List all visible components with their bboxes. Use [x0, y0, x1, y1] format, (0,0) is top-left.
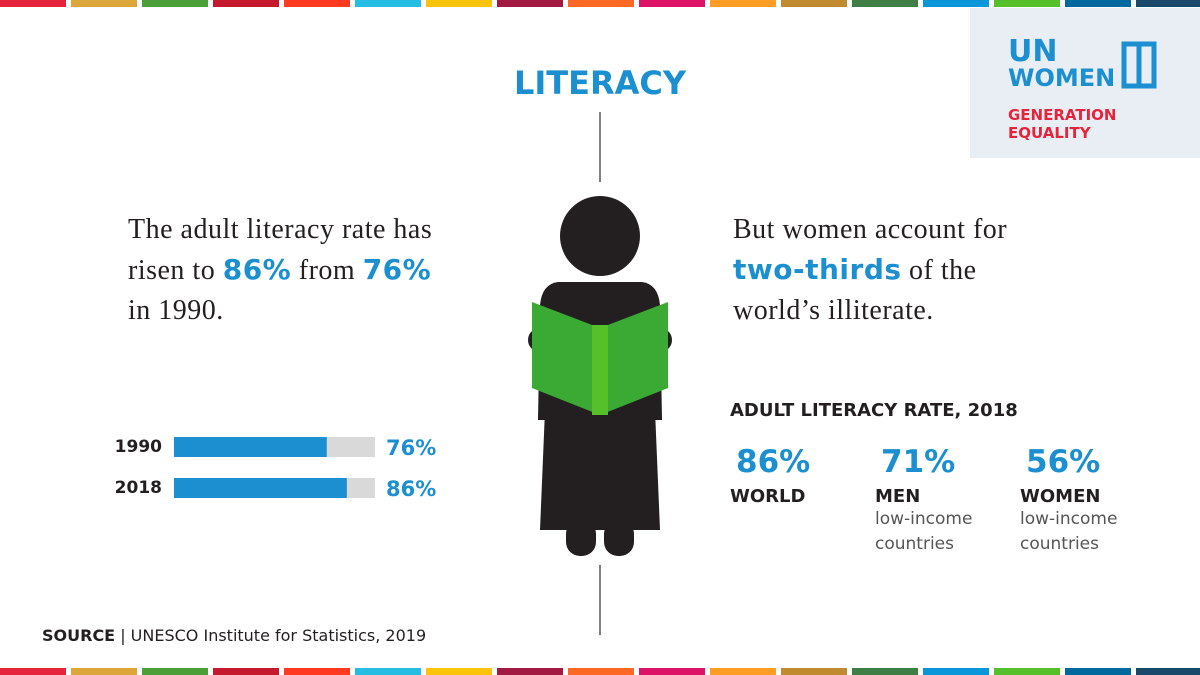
highlight-text: 86%	[222, 253, 292, 286]
stripe	[71, 0, 137, 7]
logo: UN WOMEN GENERATION EQUALITY	[970, 8, 1200, 158]
stripe	[213, 0, 279, 7]
stat: 71% MEN low-income countries	[875, 444, 995, 557]
stripe	[142, 668, 208, 675]
logo-emblem	[1121, 41, 1157, 89]
value-label: 76%	[386, 436, 436, 460]
stat-label: MEN	[875, 486, 921, 507]
left-text: The adult literacy rate has risen to 86%…	[128, 210, 448, 331]
stripe	[1065, 0, 1131, 7]
stripe	[1065, 668, 1131, 675]
stripe	[923, 0, 989, 7]
stripe	[0, 668, 66, 675]
text: in 1990.	[128, 295, 224, 326]
stripe	[71, 668, 137, 675]
stripe	[284, 668, 350, 675]
value-label: 86%	[386, 477, 436, 501]
stripe	[923, 668, 989, 675]
stat-value: 86%	[736, 444, 811, 480]
text: The adult literacy rate has risen to	[128, 214, 433, 286]
stat: 56% WOMEN low-income countries	[1020, 444, 1140, 557]
stat-label: WOMEN	[1020, 486, 1101, 507]
stat-sublabel: low-income countries	[875, 509, 973, 554]
stripe	[1136, 668, 1200, 675]
stripe	[355, 0, 421, 7]
stat-value: 71%	[881, 444, 956, 480]
stat-label: WORLD	[730, 486, 806, 507]
stripe	[426, 668, 492, 675]
stripe	[852, 0, 918, 7]
highlight-text: 76%	[362, 253, 432, 286]
logo-un: UN	[1008, 34, 1058, 69]
text: But women account for	[733, 214, 1008, 245]
stripe	[355, 668, 421, 675]
stripe	[497, 0, 563, 7]
stats-heading: ADULT LITERACY RATE, 2018	[730, 400, 1018, 421]
reading-woman-icon	[528, 196, 672, 556]
stripe	[284, 0, 350, 7]
bar	[174, 478, 347, 498]
stripe	[639, 668, 705, 675]
stripe	[213, 668, 279, 675]
title: LITERACY	[513, 64, 687, 102]
source-text: | UNESCO Institute for Statistics, 2019	[120, 626, 427, 645]
source: SOURCE | UNESCO Institute for Statistics…	[42, 626, 426, 645]
stripe	[852, 668, 918, 675]
stripe	[497, 668, 563, 675]
text: from	[291, 255, 363, 286]
stripe	[568, 0, 634, 7]
stripe	[710, 668, 776, 675]
category-label: 2018	[115, 478, 162, 498]
stat-value: 56%	[1026, 444, 1101, 480]
category-label: 1990	[115, 437, 162, 457]
bar	[174, 437, 327, 457]
stripe	[1136, 0, 1200, 7]
highlight-text: two-thirds	[733, 253, 902, 286]
stripe	[994, 668, 1060, 675]
logo-women: WOMEN	[1008, 64, 1116, 92]
right-text: But women account for two-thirds of the …	[733, 210, 1053, 331]
stripe	[639, 0, 705, 7]
stripe	[0, 0, 66, 7]
stripe	[142, 0, 208, 7]
stripe	[994, 0, 1060, 7]
stat-sublabel: low-income countries	[1020, 509, 1118, 554]
text: of the world’s illiterate.	[733, 255, 977, 326]
stripe	[710, 0, 776, 7]
source-label: SOURCE	[42, 626, 116, 645]
stripe	[568, 668, 634, 675]
stripe	[781, 668, 847, 675]
stat: 86% WORLD	[730, 444, 810, 507]
stripe	[426, 0, 492, 7]
logo-tagline: GENERATION EQUALITY	[1008, 106, 1117, 142]
stripe	[781, 0, 847, 7]
